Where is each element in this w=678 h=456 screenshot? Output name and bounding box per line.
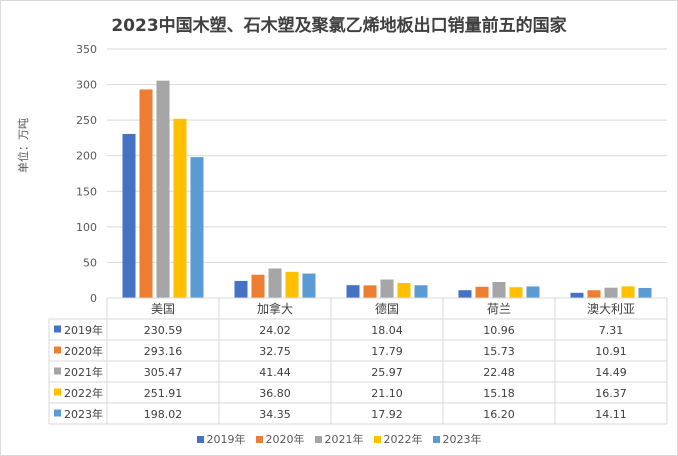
legend-label: 2023年 xyxy=(442,433,482,446)
y-tick-label: 100 xyxy=(76,221,97,234)
data-label: 34.35 xyxy=(259,408,291,421)
y-tick-label: 300 xyxy=(76,79,97,92)
data-label: 7.31 xyxy=(599,324,624,337)
legend-swatch xyxy=(373,436,381,443)
legend-label: 2019年 xyxy=(206,433,246,446)
bar-1-5 xyxy=(190,157,204,298)
legend-item: 2019年 xyxy=(196,431,246,447)
bar-5-3 xyxy=(604,287,618,298)
data-label: 14.11 xyxy=(595,408,627,421)
table-series-name: 2019年 xyxy=(64,323,103,337)
bar-1-1 xyxy=(122,133,136,298)
bar-2-3 xyxy=(268,268,282,298)
bar-2-4 xyxy=(285,271,299,298)
data-label: 293.16 xyxy=(144,345,183,358)
legend-item: 2020年 xyxy=(255,431,305,447)
bar-5-4 xyxy=(621,286,635,298)
legend-swatch xyxy=(255,436,263,443)
legend-label: 2022年 xyxy=(383,433,423,446)
bar-1-4 xyxy=(173,118,187,298)
legend-label: 2021年 xyxy=(324,433,364,446)
chart-title: 2023中国木塑、石木塑及聚氯乙烯地板出口销量前五的国家 xyxy=(111,16,567,36)
category-label: 德国 xyxy=(375,301,399,316)
data-label: 18.04 xyxy=(371,324,403,337)
bar-5-2 xyxy=(587,290,601,298)
table-series-swatch xyxy=(54,346,61,354)
data-label: 24.02 xyxy=(259,324,291,337)
legend-item: 2023年 xyxy=(432,431,482,447)
data-label: 32.75 xyxy=(259,345,291,358)
bar-2-2 xyxy=(251,274,265,298)
y-tick-label: 150 xyxy=(76,185,97,198)
bar-1-3 xyxy=(156,80,170,298)
table-series-swatch xyxy=(54,367,61,375)
bar-3-1 xyxy=(346,285,360,298)
bar-2-5 xyxy=(302,273,316,298)
legend-swatch xyxy=(314,436,322,443)
table-series-name: 2021年 xyxy=(64,365,103,379)
bar-3-2 xyxy=(363,285,377,298)
table-series-name: 2022年 xyxy=(64,386,103,400)
category-label: 澳大利亚 xyxy=(587,302,635,316)
data-label: 21.10 xyxy=(371,387,403,400)
table-series-swatch xyxy=(54,409,61,417)
category-label: 荷兰 xyxy=(487,302,511,316)
legend-item: 2021年 xyxy=(314,431,364,447)
bar-2-1 xyxy=(234,280,248,298)
bar-3-3 xyxy=(380,279,394,298)
data-label: 36.80 xyxy=(259,387,291,400)
data-label: 22.48 xyxy=(483,366,515,379)
legend: 2019年 2020年 2021年 2022年 2023年 xyxy=(1,431,677,447)
data-label: 198.02 xyxy=(144,408,183,421)
data-label: 10.96 xyxy=(483,324,515,337)
data-label: 41.44 xyxy=(259,366,291,379)
bar-5-1 xyxy=(570,292,584,298)
bar-4-3 xyxy=(492,282,506,298)
data-label: 15.73 xyxy=(483,345,515,358)
bar-1-2 xyxy=(139,89,153,299)
y-tick-label: 50 xyxy=(83,256,97,269)
legend-label: 2020年 xyxy=(265,433,305,446)
bar-4-5 xyxy=(526,286,540,298)
bar-3-4 xyxy=(397,282,411,298)
legend-swatch xyxy=(432,436,440,443)
data-label: 17.79 xyxy=(371,345,403,358)
table-series-swatch xyxy=(54,388,61,396)
data-label: 15.18 xyxy=(483,387,515,400)
table-series-name: 2020年 xyxy=(64,344,103,358)
legend-swatch xyxy=(196,436,204,443)
legend-item: 2022年 xyxy=(373,431,423,447)
category-label: 加拿大 xyxy=(257,301,293,316)
data-label: 25.97 xyxy=(371,366,403,379)
table-series-swatch xyxy=(54,325,61,333)
data-label: 17.92 xyxy=(371,408,403,421)
bar-4-2 xyxy=(475,286,489,298)
data-label: 251.91 xyxy=(144,387,183,400)
bar-4-1 xyxy=(458,290,472,298)
bar-5-5 xyxy=(638,287,652,298)
data-label: 305.47 xyxy=(144,366,183,379)
bar-3-5 xyxy=(414,285,428,298)
y-tick-label: 350 xyxy=(76,43,97,56)
y-tick-label: 200 xyxy=(76,150,97,163)
data-label: 16.37 xyxy=(595,387,627,400)
data-label: 14.49 xyxy=(595,366,627,379)
category-label: 美国 xyxy=(151,302,175,316)
data-label: 230.59 xyxy=(144,324,183,337)
bar-4-4 xyxy=(509,287,523,298)
y-tick-label: 250 xyxy=(76,114,97,127)
table-series-name: 2023年 xyxy=(64,407,103,421)
data-label: 16.20 xyxy=(483,408,515,421)
data-label: 10.91 xyxy=(595,345,627,358)
y-tick-label: 0 xyxy=(90,292,97,305)
